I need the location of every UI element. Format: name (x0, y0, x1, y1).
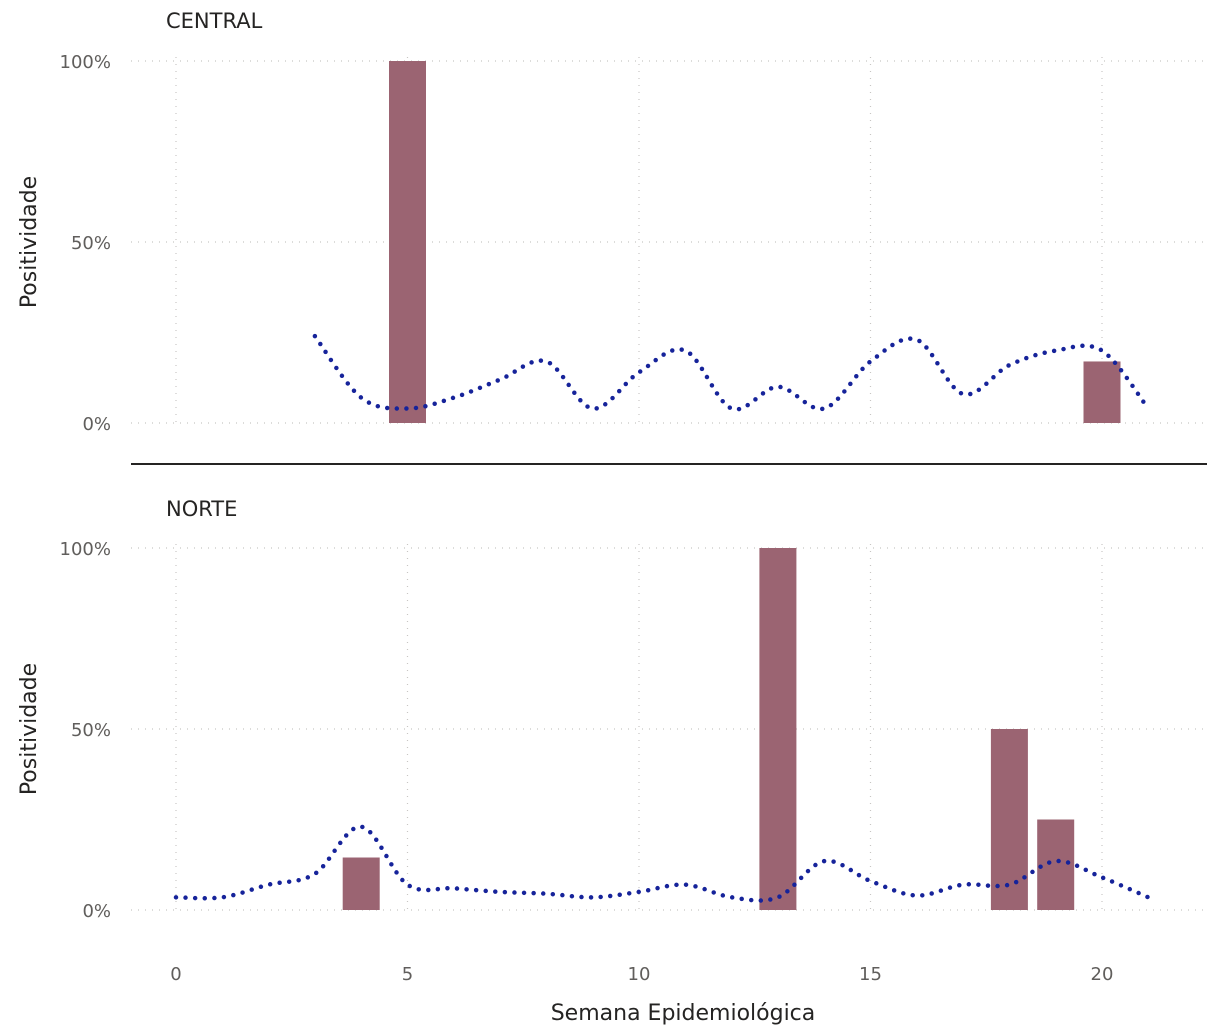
series-line-central (312, 333, 1151, 412)
x-tick-label-4: 20 (1091, 964, 1114, 985)
y-axis-title-norte: Positividade (17, 663, 42, 795)
y-tick-label-central-0: 0% (82, 414, 111, 435)
panel-title-norte: NORTE (166, 497, 237, 521)
panel-title-central: CENTRAL (166, 9, 263, 33)
y-tick-labels-norte: 0% 50% 100% (60, 539, 111, 922)
panel-central: CENTRAL Positividade 0% 50% 100% (17, 9, 1207, 435)
x-tick-label-0: 0 (170, 964, 181, 985)
y-tick-labels-central: 0% 50% 100% (60, 52, 111, 435)
x-tick-labels: 0 5 10 15 20 (170, 964, 1113, 985)
x-axis-title: Semana Epidemiológica (551, 1001, 816, 1026)
y-tick-label-central-1: 50% (71, 233, 111, 254)
y-tick-label-norte-2: 100% (60, 539, 111, 560)
bar-norte-week-4 (342, 857, 380, 910)
y-tick-label-norte-0: 0% (82, 901, 111, 922)
bar-central-week-5 (389, 61, 426, 423)
y-tick-label-norte-1: 50% (71, 720, 111, 741)
panel-norte: NORTE Positividade 0% 50% 100% (17, 497, 1207, 922)
bar-central-week-20 (1083, 361, 1121, 423)
bar-norte-week-18 (990, 729, 1028, 910)
bars-norte (342, 548, 1075, 910)
gridlines-central (131, 57, 1207, 424)
y-axis-title-central: Positividade (17, 176, 42, 308)
y-tick-label-central-2: 100% (60, 52, 111, 73)
x-tick-label-1: 5 (402, 964, 413, 985)
x-tick-label-3: 15 (859, 964, 882, 985)
bar-norte-week-13 (759, 548, 797, 910)
bars-central (389, 61, 1121, 423)
x-tick-label-2: 10 (628, 964, 651, 985)
